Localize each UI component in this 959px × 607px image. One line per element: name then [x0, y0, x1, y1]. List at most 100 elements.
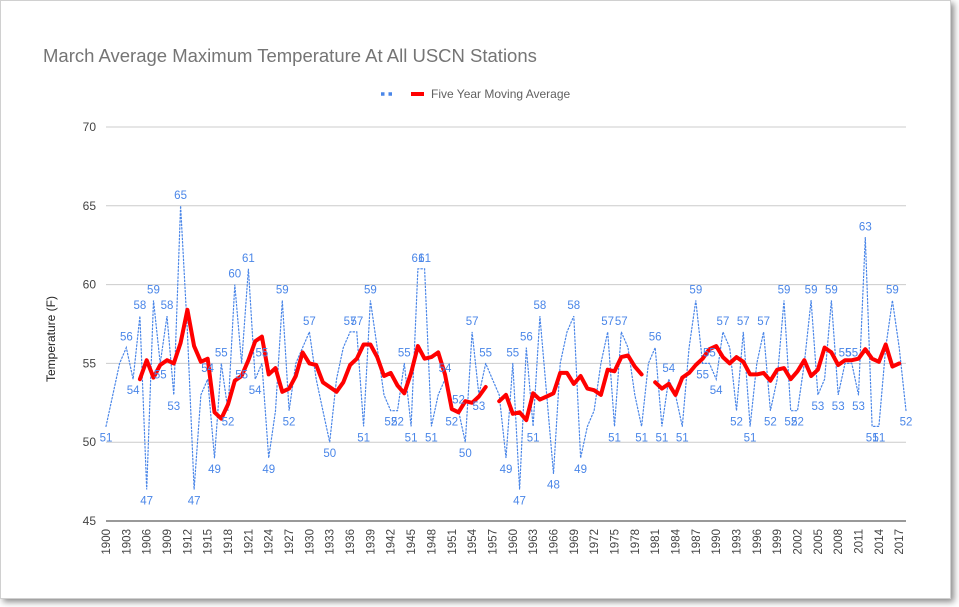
data-label: 56 — [120, 332, 133, 344]
x-tick-label: 1990 — [711, 529, 723, 555]
data-label: 53 — [811, 401, 824, 413]
x-tick-label: 1963 — [528, 529, 540, 555]
data-label: 54 — [662, 363, 675, 375]
data-label: 55 — [506, 347, 519, 359]
data-label: 55 — [398, 347, 411, 359]
data-label: 51 — [425, 432, 438, 444]
y-tick-label: 45 — [83, 514, 97, 528]
data-label: 51 — [527, 432, 540, 444]
x-tick-label: 1918 — [223, 529, 235, 555]
data-label: 57 — [737, 316, 750, 328]
data-label: 55 — [479, 347, 492, 359]
data-label: 52 — [900, 417, 913, 429]
y-tick-label: 50 — [83, 435, 97, 449]
data-label: 49 — [574, 464, 587, 476]
data-label: 52 — [764, 417, 777, 429]
y-tick-label: 65 — [83, 199, 97, 213]
data-label: 55 — [839, 347, 852, 359]
data-label: 57 — [350, 316, 363, 328]
data-label: 52 — [791, 417, 804, 429]
x-tick-label: 1915 — [203, 529, 215, 555]
x-axis: 1900 1903 1906 1909 1912 1915 1918 1921 1924 1927… — [101, 528, 906, 554]
data-label: 59 — [364, 284, 377, 296]
x-tick-label: 1969 — [569, 529, 581, 555]
x-tick-label: 1987 — [691, 529, 703, 555]
data-label: 52 — [445, 417, 458, 429]
x-tick-label: 1930 — [304, 529, 316, 555]
x-tick-label: 1906 — [142, 529, 154, 555]
data-label: 52 — [730, 417, 743, 429]
x-tick-label: 2011 — [854, 529, 866, 554]
data-label: 51 — [872, 432, 885, 444]
data-label: 51 — [635, 432, 648, 444]
data-label: 56 — [520, 332, 533, 344]
y-axis-title: Temperature (F) — [44, 296, 58, 382]
data-label: 58 — [533, 300, 546, 312]
data-label: 58 — [133, 300, 146, 312]
data-label: 59 — [147, 284, 160, 296]
data-label: 57 — [466, 316, 479, 328]
x-tick-label: 2008 — [833, 529, 845, 555]
data-label: 47 — [140, 495, 153, 507]
x-tick-label: 1939 — [365, 529, 377, 555]
data-label: 61 — [411, 253, 424, 265]
annual-series-line — [105, 205, 907, 490]
data-label: 52 — [391, 417, 404, 429]
x-tick-label: 1993 — [732, 529, 744, 555]
data-label: 51 — [100, 432, 113, 444]
x-tick-label: 1900 — [101, 529, 113, 555]
data-label: 52 — [384, 417, 397, 429]
chart-title: March Average Maximum Temperature At All… — [43, 45, 537, 66]
data-label: 47 — [188, 495, 201, 507]
data-label: 49 — [208, 464, 221, 476]
y-tick-label: 55 — [83, 356, 97, 370]
x-tick-label: 2002 — [793, 529, 805, 555]
data-label: 52 — [452, 395, 465, 407]
x-tick-label: 1951 — [447, 529, 459, 555]
x-tick-label: 1942 — [386, 529, 398, 555]
x-tick-label: 1921 — [243, 529, 255, 555]
data-label: 47 — [513, 495, 526, 507]
gridlines — [106, 126, 906, 522]
y-axis: 45 50 55 60 65 70 — [83, 120, 97, 528]
data-label: 54 — [439, 363, 452, 375]
data-label: 51 — [676, 432, 689, 444]
data-label: 56 — [649, 332, 662, 344]
x-tick-label: 1966 — [548, 529, 560, 555]
data-label: 51 — [866, 432, 879, 444]
data-label: 50 — [323, 448, 336, 460]
data-label: 54 — [201, 363, 214, 375]
x-tick-label: 1945 — [406, 529, 418, 555]
data-label: 61 — [418, 253, 431, 265]
data-label: 59 — [805, 284, 818, 296]
data-label: 54 — [127, 385, 140, 397]
data-label: 55 — [215, 347, 228, 359]
data-label: 54 — [249, 385, 262, 397]
data-label: 55 — [154, 369, 167, 381]
x-tick-label: 2005 — [813, 529, 825, 555]
data-label: 50 — [459, 448, 472, 460]
legend: Five Year Moving Average — [381, 87, 571, 101]
plot-area: 5156545847595558536547544955526055615455… — [100, 190, 913, 508]
y-tick-label: 60 — [83, 278, 97, 292]
x-tick-label: 2014 — [874, 528, 886, 554]
data-label: 59 — [276, 284, 289, 296]
data-label: 53 — [472, 401, 485, 413]
x-tick-label: 1933 — [325, 529, 337, 555]
data-label: 53 — [832, 401, 845, 413]
moving-average-line — [137, 307, 902, 423]
x-tick-label: 1948 — [426, 529, 438, 555]
data-label: 63 — [859, 221, 872, 233]
data-label: 58 — [567, 300, 580, 312]
x-tick-label: 1981 — [650, 529, 662, 555]
data-label: 55 — [703, 347, 716, 359]
x-tick-label: 1960 — [508, 529, 520, 555]
data-label: 59 — [778, 284, 791, 296]
x-tick-label: 1903 — [121, 529, 133, 555]
data-label: 52 — [222, 417, 235, 429]
data-label: 51 — [357, 432, 370, 444]
data-label: 49 — [500, 464, 513, 476]
y-tick-label: 70 — [83, 120, 97, 134]
data-label: 58 — [161, 300, 174, 312]
x-tick-label: 1957 — [487, 529, 499, 555]
